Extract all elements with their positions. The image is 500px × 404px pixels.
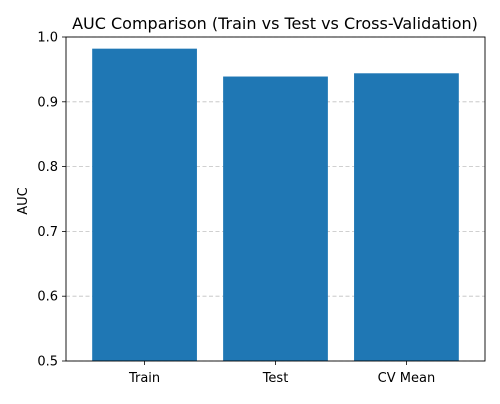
y-tick-label: 1.0 [37,31,58,46]
y-tick-label: 0.6 [37,290,58,305]
x-tick-label: CV Mean [378,371,436,386]
chart-title: AUC Comparison (Train vs Test vs Cross-V… [72,14,478,33]
y-tick-label: 0.7 [37,225,58,240]
bar-test [223,76,328,361]
y-tick-label: 0.9 [37,95,58,110]
x-tick-label: Test [262,371,289,386]
x-axis-ticks: Train Test CV Mean [128,361,435,386]
x-tick-label: Train [128,371,160,386]
bars [92,48,459,362]
y-axis-label: AUC [16,187,31,215]
y-tick-label: 0.5 [37,355,58,370]
y-axis-ticks: 0.5 0.6 0.7 0.8 0.9 1.0 [37,31,66,370]
bar-cv-mean [354,73,459,362]
y-tick-label: 0.8 [37,160,58,175]
bar-train [92,48,197,361]
